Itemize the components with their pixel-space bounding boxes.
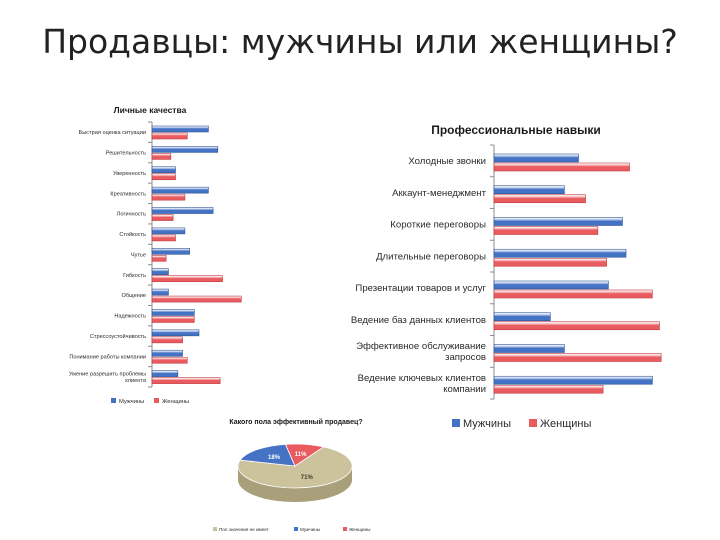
category-label: Стрессоустойчивость — [90, 333, 146, 340]
category-label: Презентации товаров и услуг — [355, 283, 486, 294]
pie-slice-2 — [284, 443, 325, 467]
legend-label: Пол значения не имеет — [219, 527, 270, 532]
pie-value-label: 71% — [301, 475, 314, 481]
bar-men — [493, 248, 627, 258]
legend-swatch-women — [529, 419, 537, 427]
bar-men — [151, 125, 209, 133]
bar-women — [151, 234, 176, 242]
bar-men — [151, 370, 179, 377]
pie-slice-side — [238, 466, 352, 502]
bar-women — [493, 257, 607, 267]
bar-women — [493, 226, 599, 235]
bar-men — [151, 166, 176, 174]
category-label: Понимание работы компании — [69, 354, 146, 360]
legend-label: Мужчины — [463, 418, 511, 430]
chart-title: Какого пола эффективный продавец? — [229, 418, 362, 426]
bar-women — [493, 384, 604, 394]
category-label: Чутье — [131, 252, 146, 258]
bar-women — [151, 193, 186, 201]
category-label: Общение — [121, 293, 146, 299]
bar-men — [493, 185, 565, 195]
bar-men — [151, 227, 186, 235]
category-label: Быстрая оценка ситуации — [79, 130, 146, 136]
bar-men — [493, 312, 551, 322]
category-label: компании — [443, 384, 486, 395]
category-label: Умение разрешить проблемы — [69, 372, 146, 378]
legend-label: Женщины — [162, 399, 189, 405]
pie-value-label: 11% — [295, 452, 307, 458]
bar-men — [151, 268, 169, 275]
bar-men — [151, 288, 169, 296]
pie-slice-1 — [239, 443, 296, 467]
bar-men — [151, 349, 183, 357]
bar-women — [151, 336, 183, 344]
category-label: Надежность — [114, 314, 146, 320]
slide-title: Продавцы: мужчины или женщины? — [42, 22, 678, 61]
bar-men — [151, 248, 190, 255]
bar-women — [151, 255, 167, 262]
category-label: Холодные звонки — [408, 156, 486, 167]
bar-women — [493, 162, 630, 172]
legend-swatch — [294, 527, 298, 531]
category-label: Креативность — [110, 191, 146, 197]
legend-swatch — [343, 527, 347, 531]
bar-men — [493, 153, 579, 163]
bar-women — [493, 321, 660, 331]
category-label: Ведение ключевых клиентов — [358, 373, 486, 384]
bar-women — [493, 194, 586, 204]
category-label: Короткие переговоры — [390, 220, 486, 231]
legend-swatch-men — [452, 419, 460, 427]
bar-men — [151, 309, 195, 316]
bar-men — [493, 375, 653, 385]
bar-men — [151, 146, 219, 153]
bar-men — [151, 329, 200, 337]
bar-men — [151, 186, 209, 194]
bar-women — [151, 214, 174, 221]
bar-women — [493, 353, 662, 362]
legend-label: Мужчины — [300, 527, 320, 532]
category-label: Логичность — [117, 212, 146, 218]
bar-women — [151, 173, 176, 181]
bar-men — [151, 207, 214, 214]
legend-swatch-women — [154, 398, 159, 403]
category-label: Гибкость — [123, 273, 146, 279]
bar-women — [151, 316, 195, 323]
legend-swatch-men — [111, 398, 116, 403]
category-label: запросов — [445, 352, 486, 363]
category-label: Стойкость — [119, 231, 146, 238]
bar-women — [151, 132, 188, 140]
category-label: клиента — [125, 378, 147, 384]
bar-men — [493, 280, 609, 290]
legend-label: Мужчины — [119, 399, 144, 405]
category-label: Эффективное обслуживание — [356, 341, 486, 352]
legend-label: Женщины — [540, 418, 591, 430]
bar-men — [493, 344, 565, 353]
bar-women — [493, 289, 653, 299]
pie-slice-0 — [237, 446, 353, 489]
pie-value-label: 18% — [268, 455, 281, 461]
legend-label: Женщины — [349, 527, 370, 532]
bar-men — [493, 217, 623, 226]
bar-women — [151, 377, 221, 384]
category-label: Длительные переговоры — [376, 251, 486, 262]
bar-women — [151, 275, 223, 282]
bar-women — [151, 295, 242, 303]
category-label: Ведение баз данных клиентов — [351, 315, 486, 326]
legend-swatch — [213, 527, 217, 531]
chart-title: Профессиональные навыки — [431, 123, 601, 137]
category-label: Решительность — [106, 151, 146, 157]
chart-title: Личные качества — [114, 105, 187, 115]
bar-women — [151, 356, 188, 364]
category-label: Уверенность — [113, 171, 146, 177]
category-label: Аккаунт-менеджмент — [392, 188, 487, 199]
bar-women — [151, 153, 172, 160]
